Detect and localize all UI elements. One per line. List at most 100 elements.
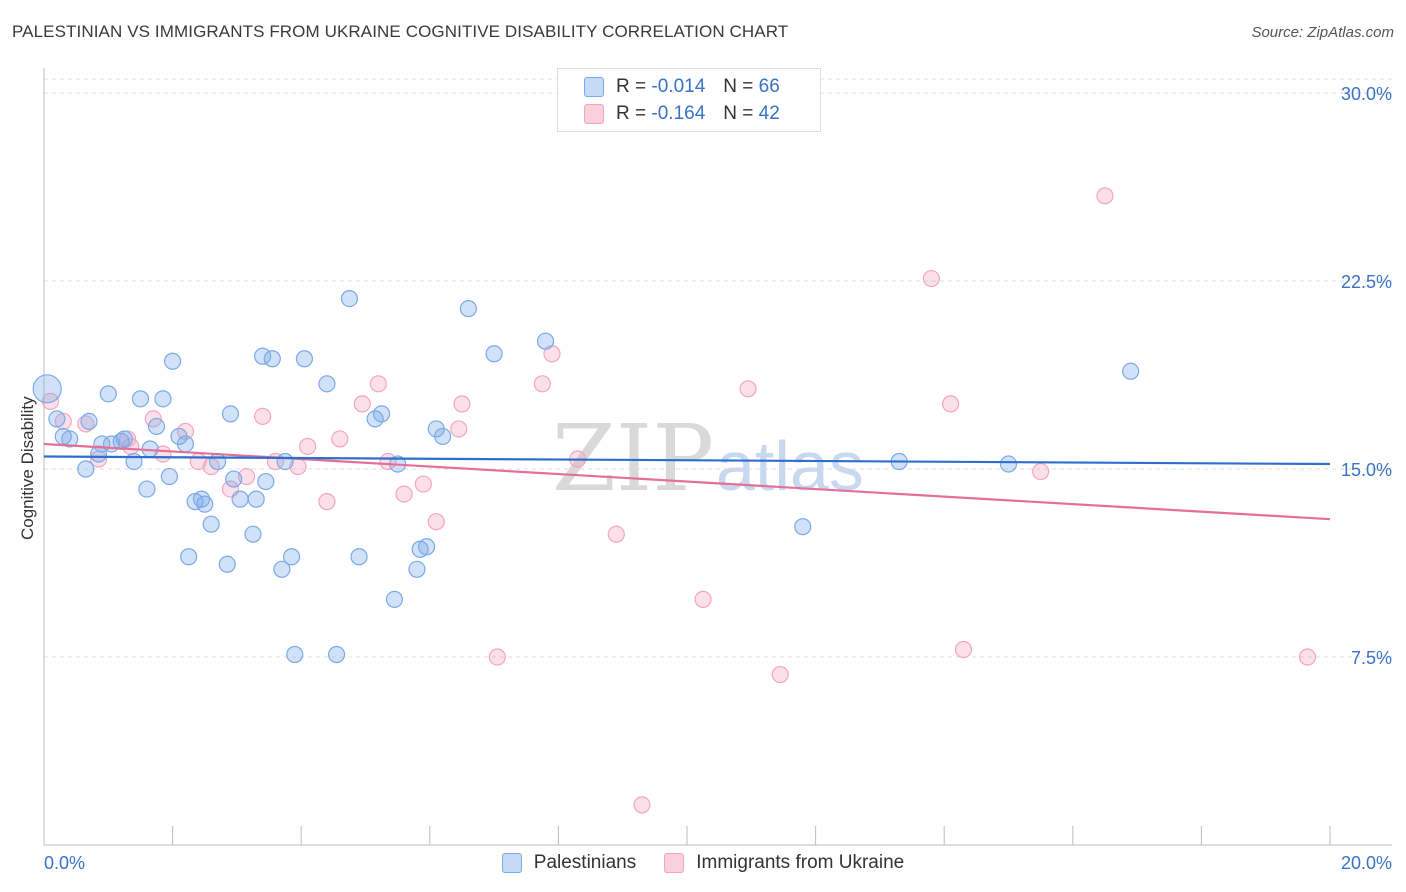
gridlines [44, 78, 1392, 658]
ukraine-point [414, 475, 432, 493]
ukraine-point [694, 590, 712, 608]
ukraine-point [739, 380, 757, 398]
palestinian-point [61, 430, 79, 448]
ukraine-point [1032, 462, 1050, 481]
palestinian-point [1122, 362, 1140, 380]
ukraine-point [607, 525, 625, 543]
palestinian-point [408, 560, 426, 578]
ukraine-point [369, 375, 387, 393]
ukraine-point [453, 395, 471, 413]
ukraine-point [1298, 648, 1317, 666]
palestinian-point [385, 590, 404, 608]
r-label: R = [616, 103, 647, 124]
palestinian-trend-line [43, 455, 1331, 466]
palestinian-point [218, 555, 236, 573]
palestinian-point [417, 538, 436, 556]
palestinian-point [276, 452, 294, 471]
ukraine-point [353, 395, 371, 413]
palestinians-n-value: 66 [758, 76, 780, 97]
ukraine-point [450, 420, 468, 438]
ukraine-points [41, 187, 1317, 814]
palestinian-point [225, 470, 243, 488]
ukraine-point [299, 437, 317, 456]
palestinian-point [180, 548, 198, 566]
ukraine-point [77, 415, 95, 433]
palestinian-point [350, 548, 368, 566]
palestinians-r-value: -0.014 [651, 76, 706, 97]
ukraine-n-value: 42 [758, 103, 780, 124]
ukraine-r-value: -0.164 [651, 103, 706, 124]
palestinian-point [48, 410, 66, 428]
palestinians-swatch [584, 77, 604, 97]
chart-title: PALESTINIAN VS IMMIGRANTS FROM UKRAINE C… [12, 22, 789, 41]
watermark-atlas: atlas [716, 427, 864, 505]
n-label: N = [723, 103, 754, 124]
ukraine-point [331, 430, 349, 448]
trend-lines [43, 442, 1331, 521]
palestinian-point [202, 515, 220, 533]
palestinian-point [434, 427, 452, 446]
palestinian-point [254, 347, 272, 365]
palestinian-point [164, 352, 182, 370]
legend-item-palestinians[interactable]: Palestinians [501, 852, 637, 874]
palestinian-point [115, 430, 133, 448]
palestinians-legend-label: Palestinians [533, 852, 637, 873]
palestinian-point [99, 385, 117, 403]
r-label: R = [616, 76, 647, 97]
ukraine-trend-line [43, 442, 1331, 521]
y-axis-label: Cognitive Disability [18, 396, 37, 540]
palestinian-point [80, 412, 98, 431]
ukraine-point [1096, 187, 1114, 205]
ukraine-point [254, 407, 272, 425]
palestinian-point [209, 452, 227, 471]
palestinian-point [459, 300, 477, 318]
palestinians-legend-swatch [501, 853, 522, 873]
watermark-zip: ZIP [552, 405, 714, 512]
legend-row-palestinians: R = -0.014 N = 66 [584, 75, 780, 99]
ukraine-point [237, 467, 256, 486]
palestinian-point [90, 445, 108, 463]
palestinian-point [257, 472, 275, 491]
ukraine-point [922, 269, 940, 288]
y-tick-label-3: 30.0% [1341, 84, 1392, 104]
palestinian-point [244, 525, 262, 543]
ukraine-point [318, 493, 336, 511]
legend-row-ukraine: R = -0.164 N = 42 [584, 102, 780, 126]
ukraine-point [533, 375, 551, 393]
stats-legend: R = -0.014 N = 66 R = -0.164 N = 42 [557, 68, 821, 132]
y-tick-label-2: 22.5% [1341, 272, 1392, 292]
palestinian-point [196, 495, 214, 513]
palestinian-point [77, 460, 95, 478]
palestinian-point [263, 350, 281, 368]
watermark: ZIP atlas [552, 405, 864, 512]
ukraine-point [41, 392, 60, 410]
ukraine-point [488, 648, 506, 666]
palestinian-point [999, 455, 1018, 473]
palestinian-point [794, 518, 812, 536]
palestinian-point [221, 405, 240, 423]
palestinian-point [536, 332, 555, 350]
palestinian-point [286, 645, 304, 664]
legend-item-ukraine[interactable]: Immigrants from Ukraine [664, 852, 904, 874]
palestinian-point [154, 390, 172, 408]
ukraine-swatch [584, 104, 604, 124]
y-tick-labels: 7.5% 15.0% 22.5% 30.0% [1341, 84, 1392, 668]
palestinian-point [32, 374, 62, 404]
ukraine-point [395, 485, 413, 503]
palestinian-point [192, 490, 211, 508]
palestinian-point [131, 390, 150, 408]
palestinian-point [273, 560, 291, 578]
palestinian-point [282, 548, 301, 566]
palestinian-point [176, 435, 195, 453]
ukraine-point [954, 640, 973, 659]
y-tick-label-1: 15.0% [1341, 460, 1392, 480]
palestinian-point [485, 345, 503, 363]
x-tick-labels: 0.0% 20.0% [44, 853, 1392, 873]
ukraine-point [942, 395, 960, 413]
palestinian-point [372, 405, 391, 423]
x-ticks [43, 826, 1331, 845]
n-label: N = [723, 76, 754, 97]
palestinian-point [318, 375, 336, 393]
ukraine-point [427, 513, 445, 531]
